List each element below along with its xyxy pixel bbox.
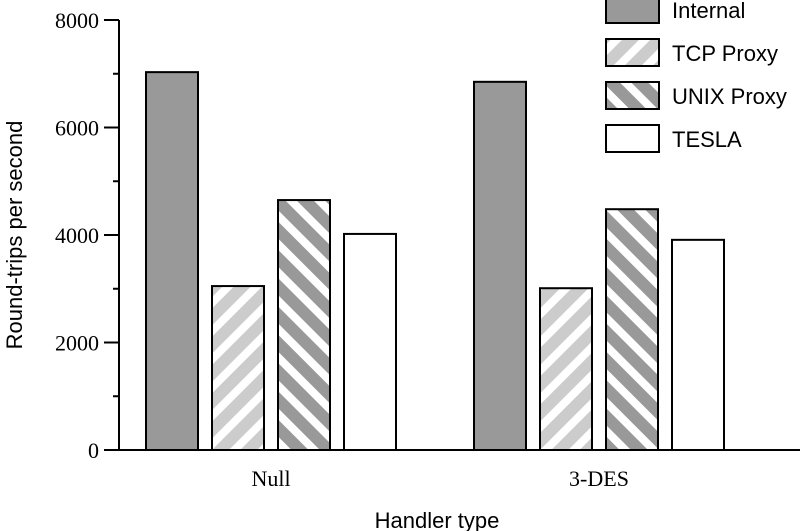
legend: Internal TCP Proxy UNIX Proxy TESLA	[605, 0, 787, 153]
bar-tesla-null	[343, 232, 397, 451]
legend-label: TESLA	[672, 127, 742, 152]
bar-tcp-proxy-3-des	[539, 287, 593, 451]
bar-unix-proxy-null	[277, 199, 331, 451]
bar-tcp-proxy-null	[211, 285, 265, 451]
bar-tesla-3-des	[671, 238, 725, 451]
legend-swatch-tesla	[605, 124, 660, 153]
y-tick-label: 0	[88, 438, 99, 463]
legend-swatch-internal	[605, 0, 660, 24]
legend-label: TCP Proxy	[672, 41, 778, 66]
y-tick-label: 6000	[55, 116, 99, 141]
bars-group: Null 3-DES	[145, 71, 725, 491]
x-tick-label: Null	[251, 466, 290, 491]
x-axis-label: Handler type	[375, 508, 500, 531]
legend-label: Internal	[672, 0, 745, 23]
x-tick-label: 3-DES	[569, 466, 629, 491]
bar-internal-3-des	[473, 80, 527, 451]
axes-group: 0 2000 4000 6000 8000	[55, 8, 800, 463]
y-axis-label: Round-trips per second	[2, 121, 27, 350]
legend-swatch-unix-proxy	[605, 81, 660, 110]
y-tick-label: 2000	[55, 331, 99, 356]
y-tick-label: 8000	[55, 8, 99, 33]
legend-label: UNIX Proxy	[672, 84, 787, 109]
bar-internal-null	[145, 71, 199, 451]
y-tick-label: 4000	[55, 223, 99, 248]
legend-swatch-tcp-proxy	[605, 38, 660, 67]
bar-unix-proxy-3-des	[605, 208, 659, 451]
